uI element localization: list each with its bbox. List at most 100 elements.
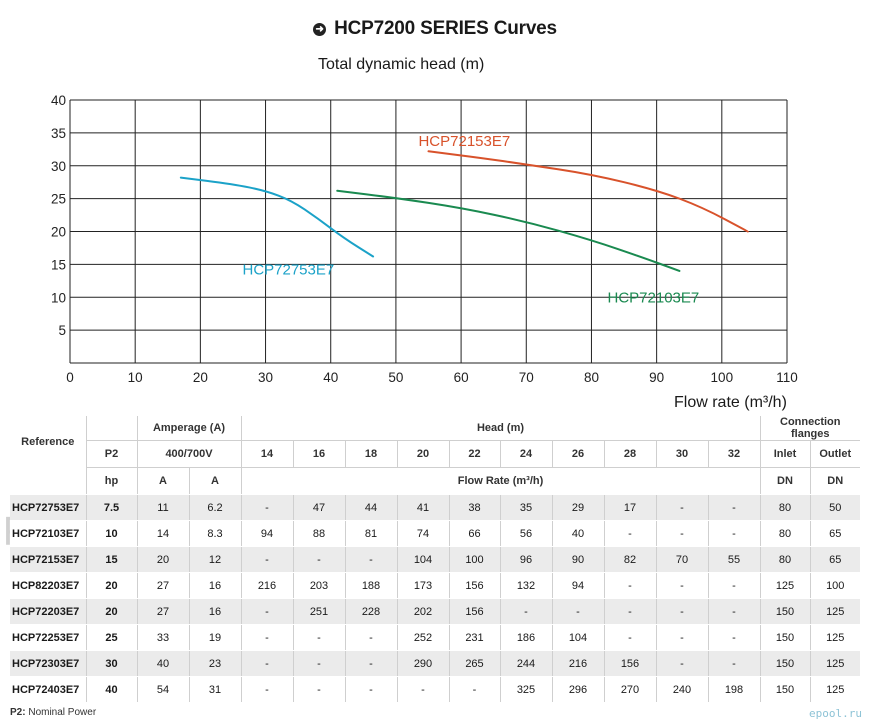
header-head-value: 30 [655, 440, 708, 468]
power-cell: 10 [85, 520, 137, 547]
y-tick-label: 20 [51, 225, 66, 240]
series-line [336, 189, 681, 272]
table-cell: - [292, 624, 345, 651]
table-cell: - [292, 650, 345, 677]
table-row: HCP72303E7 30 40 23- - -290 265 244 216 156- -150 1… [10, 650, 860, 677]
x-tick-label: 20 [193, 370, 208, 385]
table-cell: - [344, 676, 397, 703]
reference-cell: HCP72153E7 [10, 546, 86, 573]
header-flow-rate: Flow Rate (m³/h) [240, 467, 760, 495]
power-cell: 15 [85, 546, 137, 573]
specification-rows: HCP72753E7 7.5 11 6.2-47 44 41 38 35 29 17- -80 50 H… [10, 494, 860, 703]
header-outlet: Outlet [809, 440, 860, 468]
table-cell: - [240, 624, 293, 651]
reference-cell: HCP72303E7 [10, 650, 86, 677]
header-amp-400: A [136, 467, 189, 495]
x-tick-label: 60 [454, 370, 469, 385]
table-cell: - [551, 598, 604, 625]
x-tick-label: 30 [258, 370, 273, 385]
chart-title-text: HCP7200 SERIES Curves [334, 18, 557, 39]
table-cell: 240 [655, 676, 708, 703]
table-cell: - [448, 676, 500, 703]
table-cell: 186 [499, 624, 552, 651]
power-cell: 20 [85, 598, 137, 625]
x-tick-label: 110 [776, 370, 798, 385]
table-cell: 296 [551, 676, 604, 703]
table-cell: - [344, 624, 397, 651]
table-cell: - [292, 676, 345, 703]
table-cell: 156 [448, 572, 500, 599]
table-cell: 216 [240, 572, 293, 599]
table-cell: - [655, 624, 708, 651]
power-cell: 20 [85, 572, 137, 599]
table-cell: 66 [448, 520, 500, 547]
table-cell: 228 [344, 598, 397, 625]
table-cell: - [655, 520, 708, 547]
table-cell: 125 [809, 650, 860, 677]
header-connection-flanges: Connection flanges [759, 416, 860, 441]
table-cell: 8.3 [188, 520, 241, 547]
table-cell: - [655, 572, 708, 599]
y-tick-label: 25 [51, 192, 66, 207]
table-row: HCP72253E7 25 33 19- - -252 231 186 104- - -150 125 [10, 624, 860, 651]
table-cell: 173 [396, 572, 449, 599]
table-cell: - [344, 546, 397, 573]
table-cell: 94 [240, 520, 293, 547]
table-cell: - [655, 598, 708, 625]
table-cell: 231 [448, 624, 500, 651]
table-cell: 81 [344, 520, 397, 547]
table-cell: - [240, 546, 293, 573]
table-cell: 325 [499, 676, 552, 703]
reference-cell: HCP72253E7 [10, 624, 86, 651]
table-cell: 202 [396, 598, 449, 625]
footnote-text: Nominal Power [28, 707, 97, 718]
table-row: HCP72203E7 20 27 16-251 228 202 156- - - - -150 125 [10, 598, 860, 625]
reference-cell: HCP72103E7 [10, 520, 86, 547]
x-tick-label: 50 [388, 370, 403, 385]
table-cell: - [707, 624, 760, 651]
table-row: HCP82203E7 20 27 16 216 203 188 173 156 132 94- - -1… [10, 572, 860, 599]
table-cell: 125 [809, 598, 860, 625]
table-cell: 11 [136, 494, 189, 521]
table-cell: 94 [551, 572, 604, 599]
table-cell: 88 [292, 520, 345, 547]
table-cell: 290 [396, 650, 449, 677]
table-cell: 47 [292, 494, 345, 521]
series-label: HCP72753E7 [242, 262, 334, 279]
x-tick-label: 40 [323, 370, 338, 385]
table-cell: 20 [136, 546, 189, 573]
table-cell: - [603, 572, 656, 599]
table-cell: 6.2 [188, 494, 241, 521]
x-tick-label: 0 [66, 370, 74, 385]
y-tick-label: 10 [51, 290, 66, 305]
table-cell: 150 [759, 624, 810, 651]
table-row: HCP72403E7 40 54 31- - - - -325 296 270 240 198 150 1… [10, 676, 860, 703]
table-cell: 251 [292, 598, 345, 625]
table-cell: - [707, 650, 760, 677]
series-line [427, 150, 749, 233]
table-cell: - [396, 676, 449, 703]
table-cell: 55 [707, 546, 760, 573]
table-cell: 188 [344, 572, 397, 599]
header-head-value: 26 [551, 440, 604, 468]
reference-cell: HCP72203E7 [10, 598, 86, 625]
table-cell: 17 [603, 494, 656, 521]
table-cell: 198 [707, 676, 760, 703]
table-cell: 80 [759, 494, 810, 521]
header-head-value: 22 [448, 440, 500, 468]
y-tick-label: 15 [51, 257, 66, 272]
table-cell: - [707, 520, 760, 547]
table-cell: 125 [759, 572, 810, 599]
table-cell: 125 [809, 676, 860, 703]
table-cell: - [240, 494, 293, 521]
series-line [179, 176, 375, 258]
table-cell: - [240, 598, 293, 625]
table-cell: 65 [809, 546, 860, 573]
table-cell: 38 [448, 494, 500, 521]
header-head-value: 18 [344, 440, 397, 468]
table-cell: - [292, 546, 345, 573]
y-tick-label: 40 [51, 93, 66, 108]
table-cell: 96 [499, 546, 552, 573]
header-amp-690: A [188, 467, 241, 495]
header-reference: Reference [21, 435, 75, 448]
